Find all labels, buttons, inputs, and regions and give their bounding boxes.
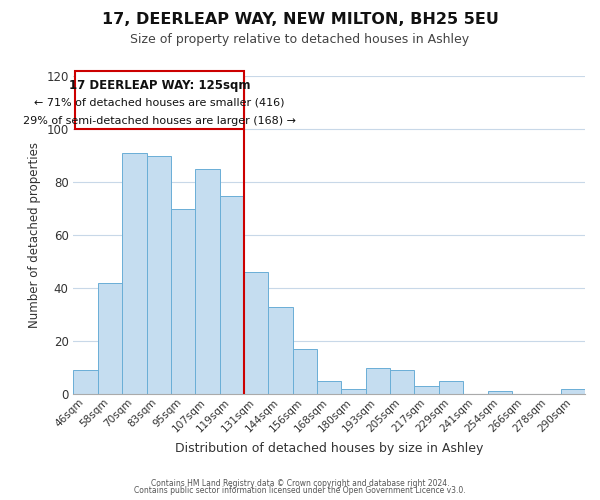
- Bar: [268, 306, 293, 394]
- Bar: [98, 283, 122, 394]
- Bar: [415, 386, 439, 394]
- Bar: [220, 196, 244, 394]
- Y-axis label: Number of detached properties: Number of detached properties: [28, 142, 41, 328]
- Bar: [366, 368, 390, 394]
- Bar: [293, 349, 317, 394]
- Bar: [244, 272, 268, 394]
- Bar: [171, 209, 195, 394]
- X-axis label: Distribution of detached houses by size in Ashley: Distribution of detached houses by size …: [175, 442, 484, 455]
- Bar: [73, 370, 98, 394]
- Bar: [390, 370, 415, 394]
- Text: 17 DEERLEAP WAY: 125sqm: 17 DEERLEAP WAY: 125sqm: [68, 79, 250, 92]
- Bar: [560, 388, 585, 394]
- Bar: [439, 381, 463, 394]
- Text: Contains public sector information licensed under the Open Government Licence v3: Contains public sector information licen…: [134, 486, 466, 495]
- Bar: [195, 169, 220, 394]
- Bar: [122, 153, 146, 394]
- Text: 29% of semi-detached houses are larger (168) →: 29% of semi-detached houses are larger (…: [23, 116, 296, 126]
- Bar: [74, 71, 244, 130]
- Text: Size of property relative to detached houses in Ashley: Size of property relative to detached ho…: [130, 32, 470, 46]
- Bar: [341, 388, 366, 394]
- Bar: [317, 381, 341, 394]
- Bar: [488, 392, 512, 394]
- Text: 17, DEERLEAP WAY, NEW MILTON, BH25 5EU: 17, DEERLEAP WAY, NEW MILTON, BH25 5EU: [101, 12, 499, 28]
- Text: Contains HM Land Registry data © Crown copyright and database right 2024.: Contains HM Land Registry data © Crown c…: [151, 478, 449, 488]
- Text: ← 71% of detached houses are smaller (416): ← 71% of detached houses are smaller (41…: [34, 98, 284, 108]
- Bar: [146, 156, 171, 394]
